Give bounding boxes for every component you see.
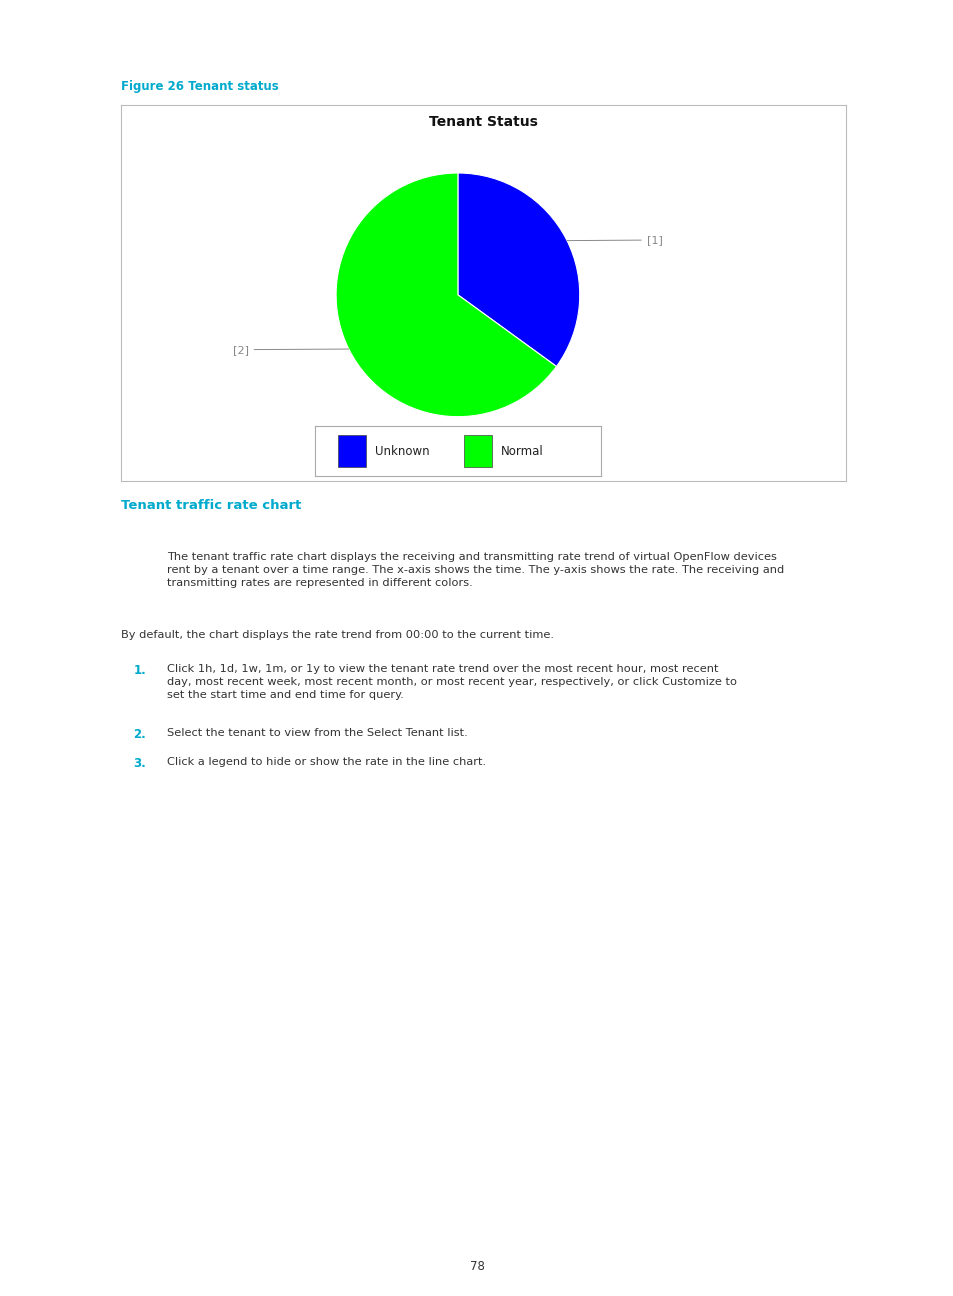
Text: Select the tenant to view from the Select Tenant list.: Select the tenant to view from the Selec… [167,728,467,739]
Text: By default, the chart displays the rate trend from 00:00 to the current time.: By default, the chart displays the rate … [121,630,554,640]
Text: Figure 26 Tenant status: Figure 26 Tenant status [121,80,278,93]
Text: 78: 78 [469,1260,484,1273]
Text: Normal: Normal [500,445,543,457]
Bar [337,435,366,467]
Text: Unknown: Unknown [375,445,429,457]
Text: 1.: 1. [133,664,146,677]
Text: The tenant traffic rate chart displays the receiving and transmitting rate trend: The tenant traffic rate chart displays t… [167,552,783,588]
Text: Tenant Status: Tenant Status [429,115,537,130]
Text: [2]: [2] [233,345,349,355]
Text: Click a legend to hide or show the rate in the line chart.: Click a legend to hide or show the rate … [167,757,486,767]
Text: [1]: [1] [566,235,662,245]
Text: 2.: 2. [133,728,146,741]
Text: Click 1h, 1d, 1w, 1m, or 1y to view the tenant rate trend over the most recent h: Click 1h, 1d, 1w, 1m, or 1y to view the … [167,664,736,700]
Bar [463,435,492,467]
Wedge shape [335,172,556,416]
Wedge shape [457,172,579,367]
Text: Tenant traffic rate chart: Tenant traffic rate chart [121,499,301,512]
Text: 3.: 3. [133,757,146,770]
